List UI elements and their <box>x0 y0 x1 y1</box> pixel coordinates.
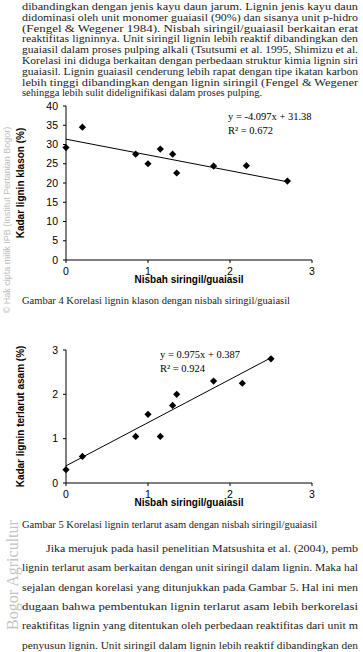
paragraph-line: Korelasi ini diduga berkaitan dengan per… <box>22 55 358 66</box>
data-point <box>243 162 250 169</box>
trend-line <box>66 358 271 466</box>
x-axis-title: Nisbah siringil/guaiasil <box>135 497 244 508</box>
y-tick-label: 0 <box>52 254 58 266</box>
annotation: R² = 0.672 <box>228 125 273 136</box>
paragraph-line: Jika merujuk pada hasil penelitian Matsu… <box>46 543 358 555</box>
paragraph-line: dibandingkan dengan jenis kayu daun jaru… <box>22 1 359 12</box>
x-tick-label: 0 <box>63 488 69 500</box>
data-point <box>62 466 69 473</box>
y-tick <box>63 106 66 107</box>
annotation: R² = 0.924 <box>160 363 206 374</box>
data-point <box>239 380 246 387</box>
y-tick <box>63 438 66 439</box>
data-point <box>62 144 69 151</box>
y-tick-label: 40 <box>46 100 58 112</box>
x-tick <box>230 260 231 263</box>
data-point <box>210 377 217 384</box>
figure-caption: Gambar 5 Korelasi lignin terlarut asam d… <box>22 519 317 530</box>
y-tick-label: 35 <box>46 119 58 131</box>
y-tick <box>63 163 66 164</box>
x-axis <box>66 260 312 261</box>
y-tick-label: 10 <box>46 215 58 227</box>
y-tick-label: 3 <box>52 344 58 356</box>
x-tick <box>66 483 67 486</box>
y-tick <box>63 240 66 241</box>
data-point <box>144 411 151 418</box>
y-tick-label: 25 <box>46 157 58 169</box>
paragraph-line: lignin terlarut asam berkaitan dengan un… <box>22 562 358 573</box>
plot-area <box>62 355 274 473</box>
x-tick <box>148 260 149 263</box>
y-tick-label: 30 <box>46 138 58 150</box>
x-tick <box>230 483 231 486</box>
data-point <box>169 151 176 158</box>
paragraph-line: guaiasil. Lignin guaiasil cenderung lebi… <box>22 66 359 77</box>
y-tick <box>63 394 66 395</box>
watermark: © Hak cipta milik IPB (Institut Pertania… <box>2 127 12 314</box>
paragraph-line: penyusun lignin. Unit siringil dalam lig… <box>22 640 359 651</box>
data-point <box>157 146 164 153</box>
plot-area <box>62 124 291 185</box>
x-tick-label: 3 <box>309 488 315 500</box>
watermark: Bogor Agricultur <box>4 519 22 629</box>
y-axis-title: Kadar lignin terlarut asam (%) <box>15 346 26 488</box>
y-tick <box>63 221 66 222</box>
data-point <box>210 162 217 169</box>
data-point <box>132 433 139 440</box>
data-point <box>157 433 164 440</box>
y-tick-label: 20 <box>46 177 58 189</box>
x-tick <box>312 483 313 486</box>
y-tick-label: 0 <box>52 477 58 489</box>
paragraph-line: reaktifitas lignin yang ditentukan oleh … <box>22 620 358 631</box>
y-tick-label: 2 <box>52 388 58 400</box>
data-point <box>173 169 180 176</box>
x-axis <box>66 483 312 484</box>
y-tick <box>63 183 66 184</box>
data-point <box>173 391 180 398</box>
y-axis <box>66 350 67 483</box>
annotation: y = 0.975x + 0.387 <box>160 349 240 360</box>
y-tick-label: 1 <box>52 432 58 444</box>
paragraph-line: sejalan dengan korelasi yang ditunjukkan… <box>22 582 359 593</box>
y-tick <box>63 202 66 203</box>
figure-caption: Gambar 4 Korelasi lignin klason dengan n… <box>22 295 290 306</box>
x-tick <box>312 260 313 263</box>
x-tick <box>148 483 149 486</box>
y-tick <box>63 125 66 126</box>
y-tick-label: 5 <box>52 234 58 246</box>
data-point <box>79 124 86 131</box>
y-tick <box>63 350 66 351</box>
page-background <box>0 0 363 652</box>
paragraph-line: sehingga lebih sulit didelignifikasi dal… <box>22 87 262 98</box>
annotation: y = -4.097x + 31.38 <box>228 111 312 122</box>
chart: 05101520253035400123Nisbah siringil/guai… <box>15 100 315 307</box>
trend-line <box>66 139 287 182</box>
page: © Hak cipta milik IPB (Institut Pertania… <box>0 0 363 652</box>
x-axis-title: Nisbah siringil/guaiasil <box>135 274 244 285</box>
x-tick-label: 0 <box>63 265 69 277</box>
y-axis-title: Kadar lignin klason (%) <box>15 128 26 239</box>
y-tick-label: 15 <box>46 196 58 208</box>
paragraph-line: dugaan bahwa pembentukan lignin terlarut… <box>22 601 358 612</box>
x-tick-label: 3 <box>309 265 315 277</box>
chart: 01230123Nisbah siringil/guaiasilKadar li… <box>15 344 317 531</box>
data-point <box>144 160 151 167</box>
x-tick <box>66 260 67 263</box>
paragraph-line: reaktifitas ligninnya. Unit siringil lig… <box>22 33 359 44</box>
